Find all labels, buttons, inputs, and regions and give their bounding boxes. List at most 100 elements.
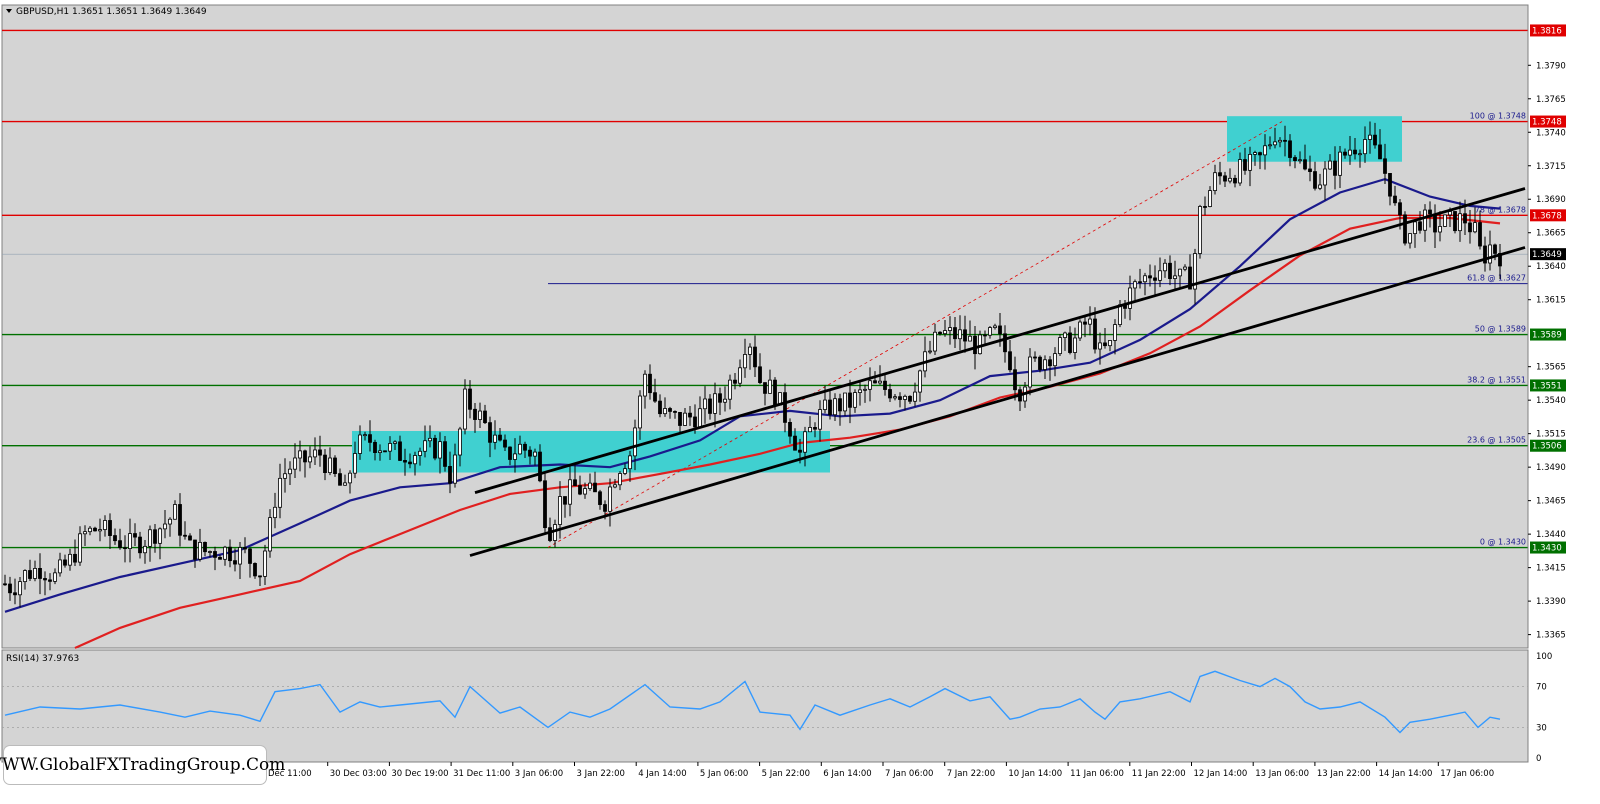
candle bbox=[858, 380, 862, 406]
candle-body bbox=[1273, 141, 1277, 146]
candle-body bbox=[1113, 324, 1117, 341]
candle bbox=[828, 389, 832, 420]
candle bbox=[843, 392, 847, 416]
candle-body bbox=[293, 457, 297, 470]
level-price-tag-1.3748: 1.3748 bbox=[1532, 118, 1562, 128]
candle-body bbox=[163, 523, 167, 530]
candle-body bbox=[48, 579, 52, 582]
candle bbox=[978, 330, 982, 355]
candle-body bbox=[1418, 221, 1422, 231]
candle-body bbox=[653, 392, 657, 402]
time-tick-label: 6 Jan 14:00 bbox=[823, 769, 871, 779]
main-plot-area[interactable] bbox=[1, 4, 1529, 649]
candle bbox=[1148, 264, 1152, 287]
price-tick-label: 1.3615 bbox=[1536, 296, 1566, 306]
candle bbox=[173, 500, 177, 520]
candle-body bbox=[878, 380, 882, 384]
candle-body bbox=[1093, 318, 1097, 350]
candle-body bbox=[1268, 144, 1272, 147]
candle-body bbox=[123, 547, 127, 550]
candle-body bbox=[493, 434, 497, 443]
candle-body bbox=[248, 548, 252, 564]
candle bbox=[648, 364, 652, 400]
candle-body bbox=[1388, 173, 1392, 197]
candle-body bbox=[718, 393, 722, 403]
candle-body bbox=[858, 389, 862, 393]
candle bbox=[1483, 236, 1487, 272]
candle bbox=[1043, 355, 1047, 380]
candle bbox=[1028, 348, 1032, 396]
candle bbox=[63, 554, 67, 568]
candle-body bbox=[788, 421, 792, 437]
candle-body bbox=[1098, 342, 1102, 350]
time-tick-label: 3 Jan 06:00 bbox=[515, 769, 563, 779]
rsi-plot-area[interactable] bbox=[1, 649, 1529, 763]
candle bbox=[318, 435, 322, 467]
candle-body bbox=[1478, 222, 1482, 247]
candle bbox=[448, 451, 452, 494]
fib-label-1: 100 @ 1.3748 bbox=[1470, 112, 1526, 121]
candle bbox=[1298, 151, 1302, 164]
candle bbox=[963, 315, 967, 353]
candle-body bbox=[533, 451, 537, 457]
candle-body bbox=[1063, 332, 1067, 338]
candle bbox=[178, 493, 182, 547]
candle bbox=[568, 466, 572, 517]
candle-body bbox=[348, 472, 352, 484]
candle bbox=[818, 400, 822, 442]
candle-body bbox=[368, 434, 372, 443]
candle bbox=[78, 526, 82, 566]
candle-body bbox=[1003, 333, 1007, 353]
candle bbox=[18, 577, 22, 608]
candle-body bbox=[833, 398, 837, 416]
candle-body bbox=[1308, 168, 1312, 172]
candle-body bbox=[713, 393, 717, 414]
candle-body bbox=[1193, 253, 1197, 290]
candle bbox=[403, 448, 407, 476]
candle bbox=[123, 535, 127, 563]
candle-body bbox=[813, 427, 817, 430]
candle-body bbox=[443, 441, 447, 467]
candle-body bbox=[333, 457, 337, 475]
candle-body bbox=[1263, 145, 1267, 156]
candle bbox=[153, 523, 157, 553]
candle-body bbox=[243, 547, 247, 550]
candle-body bbox=[873, 380, 877, 384]
candle bbox=[1163, 259, 1167, 278]
price-tick-label: 1.3440 bbox=[1536, 530, 1566, 540]
watermark-site: WWW.GlobalFXTradingGroup.Com bbox=[0, 746, 285, 784]
candle bbox=[1303, 144, 1307, 171]
candle-body bbox=[363, 434, 367, 437]
candle bbox=[1323, 161, 1327, 201]
dropdown-triangle-icon[interactable] bbox=[6, 9, 12, 13]
candle bbox=[1258, 151, 1262, 170]
candle-body bbox=[688, 412, 692, 418]
candle-body bbox=[1108, 340, 1112, 347]
candle bbox=[723, 386, 727, 412]
candle bbox=[1033, 351, 1037, 362]
candle-body bbox=[28, 570, 32, 579]
candle-body bbox=[983, 334, 987, 337]
candle-body bbox=[838, 398, 842, 412]
candle-body bbox=[903, 395, 907, 400]
candle-body bbox=[148, 529, 152, 547]
candle-body bbox=[1143, 275, 1147, 283]
candle-body bbox=[798, 449, 802, 453]
candle bbox=[783, 383, 787, 433]
candle-body bbox=[683, 412, 687, 426]
candle bbox=[1378, 129, 1382, 160]
candle bbox=[533, 448, 537, 466]
candle-body bbox=[1293, 157, 1297, 162]
candle bbox=[538, 444, 542, 483]
candle-body bbox=[1178, 268, 1182, 277]
candle-body bbox=[803, 431, 807, 453]
candle bbox=[1248, 146, 1252, 187]
candle bbox=[893, 393, 897, 401]
candle bbox=[513, 438, 517, 473]
candle bbox=[158, 527, 162, 560]
candle-body bbox=[1368, 134, 1372, 140]
candle bbox=[1238, 152, 1242, 186]
candle-body bbox=[613, 484, 617, 488]
candle-body bbox=[288, 468, 292, 475]
